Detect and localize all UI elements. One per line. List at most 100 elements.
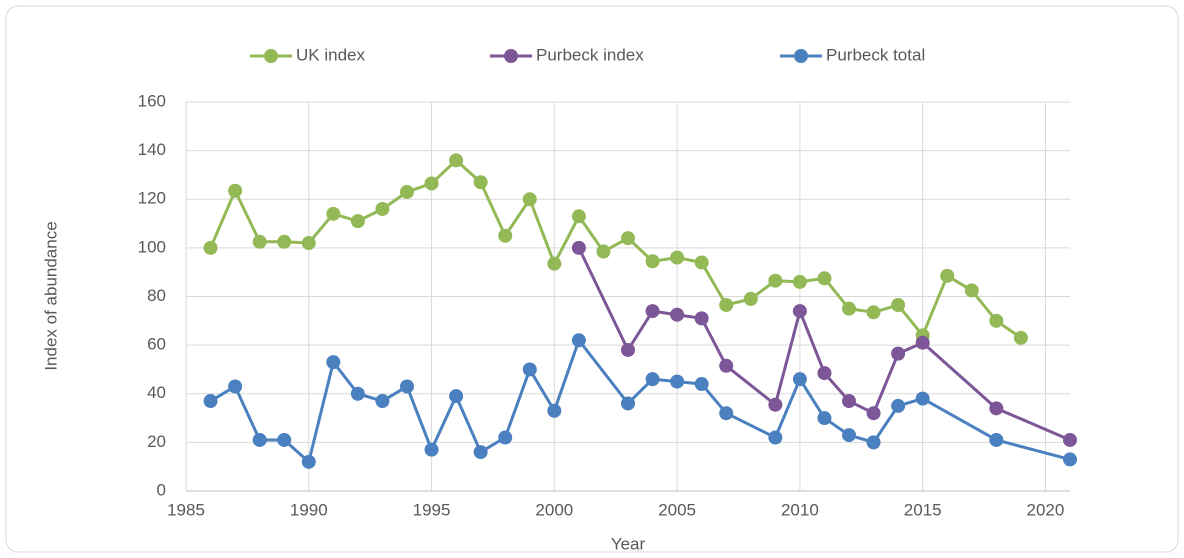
data-point xyxy=(1063,432,1077,447)
data-point xyxy=(571,209,586,224)
data-point xyxy=(670,374,685,389)
data-point xyxy=(989,432,1004,447)
data-point xyxy=(719,298,734,313)
data-point xyxy=(940,268,955,283)
data-point xyxy=(719,358,734,373)
data-point xyxy=(203,394,218,409)
data-point xyxy=(792,372,807,387)
data-point xyxy=(571,333,586,348)
data-point xyxy=(1013,330,1028,345)
data-point xyxy=(989,313,1004,328)
legend-label: Purbeck total xyxy=(826,45,925,64)
data-point xyxy=(719,406,734,421)
y-axis-label: Index of abundance xyxy=(41,221,60,370)
data-point xyxy=(670,307,685,322)
data-point xyxy=(547,256,562,271)
data-point xyxy=(964,283,979,298)
data-point xyxy=(866,305,881,320)
data-point xyxy=(277,432,292,447)
data-point xyxy=(670,250,685,265)
data-point xyxy=(621,231,635,246)
data-point xyxy=(891,346,906,361)
data-point xyxy=(375,394,390,409)
x-axis-label: Year xyxy=(611,534,646,553)
data-point xyxy=(228,379,243,394)
y-tick-label: 100 xyxy=(138,237,166,256)
data-point xyxy=(694,311,709,326)
data-point xyxy=(817,271,832,286)
data-point xyxy=(547,403,562,418)
y-tick-label: 20 xyxy=(147,432,166,451)
data-point xyxy=(400,379,414,394)
y-tick-label: 120 xyxy=(138,189,166,208)
data-point xyxy=(891,398,906,413)
data-point xyxy=(375,201,390,216)
data-point xyxy=(792,274,807,289)
data-point xyxy=(842,301,856,316)
data-point xyxy=(350,214,365,229)
data-point xyxy=(817,366,832,381)
data-point xyxy=(1063,452,1077,467)
data-point xyxy=(891,298,906,313)
data-point xyxy=(252,234,267,249)
data-point xyxy=(792,304,807,319)
data-point xyxy=(350,386,365,401)
data-point xyxy=(301,454,316,469)
data-point xyxy=(473,175,488,190)
data-point xyxy=(768,397,783,412)
y-tick-label: 60 xyxy=(147,335,166,354)
data-point xyxy=(915,391,930,406)
data-point xyxy=(252,432,267,447)
x-tick-label: 1985 xyxy=(167,500,205,519)
data-point xyxy=(989,401,1004,416)
data-point xyxy=(400,184,414,199)
data-point xyxy=(473,445,488,460)
data-point xyxy=(743,291,758,306)
data-point xyxy=(768,273,783,288)
legend-marker xyxy=(264,49,278,63)
data-point xyxy=(694,255,709,270)
x-tick-label: 2010 xyxy=(781,500,819,519)
data-point xyxy=(842,394,856,409)
data-point xyxy=(277,234,292,249)
data-point xyxy=(449,153,464,168)
legend-marker xyxy=(794,49,808,63)
data-point xyxy=(449,389,464,404)
y-tick-label: 80 xyxy=(147,286,166,305)
legend-label: UK index xyxy=(296,45,365,64)
y-tick-label: 160 xyxy=(138,91,166,110)
data-point xyxy=(424,176,439,191)
series-line xyxy=(209,158,1022,340)
data-point xyxy=(842,428,856,443)
data-point xyxy=(498,430,513,445)
data-point xyxy=(596,244,611,259)
data-point xyxy=(768,430,783,445)
data-point xyxy=(301,236,316,251)
data-point xyxy=(694,377,709,392)
y-tick-label: 140 xyxy=(138,140,166,159)
data-point xyxy=(866,435,881,450)
data-point xyxy=(645,304,660,319)
data-point xyxy=(645,372,660,387)
data-point xyxy=(645,254,660,269)
legend-marker xyxy=(504,49,518,63)
data-point xyxy=(571,240,586,255)
data-point xyxy=(203,240,218,255)
data-point xyxy=(866,406,881,421)
data-point xyxy=(498,228,513,243)
data-point xyxy=(326,355,341,370)
data-point xyxy=(522,362,537,377)
x-tick-label: 2000 xyxy=(535,500,573,519)
x-tick-label: 1995 xyxy=(413,500,451,519)
data-point xyxy=(817,411,832,426)
chart-frame xyxy=(5,5,1179,553)
x-tick-label: 2015 xyxy=(904,500,942,519)
data-point xyxy=(522,192,537,207)
y-tick-label: 0 xyxy=(157,480,166,499)
data-point xyxy=(915,335,930,350)
data-point xyxy=(326,206,341,221)
data-point xyxy=(424,442,439,457)
x-tick-label: 1990 xyxy=(290,500,328,519)
x-tick-label: 2020 xyxy=(1027,500,1065,519)
